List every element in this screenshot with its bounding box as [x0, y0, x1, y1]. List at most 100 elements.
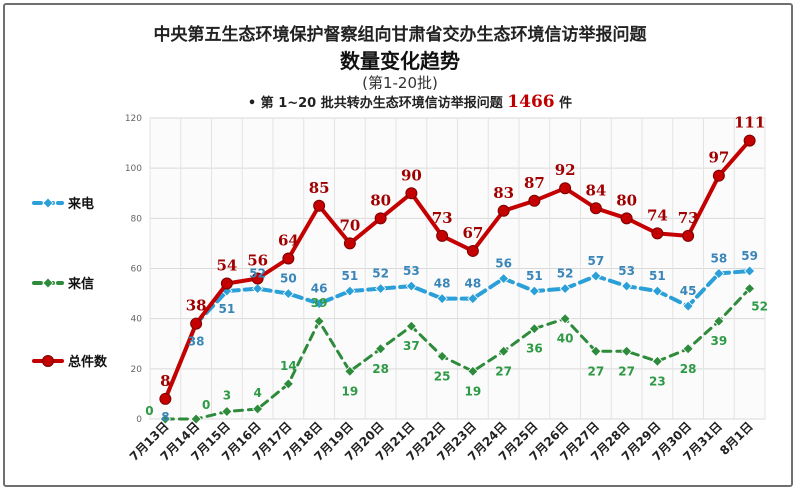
laixin-data-label: 28 — [680, 362, 697, 376]
laixin-point — [621, 345, 633, 357]
total-data-label: 67 — [462, 224, 483, 242]
total-data-label: 80 — [616, 191, 637, 209]
laidian-point — [405, 280, 417, 292]
laidian-data-label: 57 — [588, 254, 605, 268]
laidian-legend-label: 来电 — [67, 196, 94, 212]
summary-prefix: • 第 1~20 批共转办生态环境信访举报问题 — [247, 96, 503, 111]
laixin-point — [713, 315, 725, 327]
laixin-point — [313, 315, 325, 327]
laidian-data-label: 38 — [188, 335, 205, 349]
laixin-data-label: 39 — [311, 296, 328, 310]
total-point — [589, 202, 602, 215]
laixin-data-label: 0 — [202, 398, 210, 412]
laixin-data-label: 19 — [465, 384, 482, 398]
total-legend-label: 总件数 — [68, 354, 108, 370]
laixin-point — [744, 283, 756, 295]
laixin-legend-marker — [42, 277, 54, 289]
laixin-point — [190, 413, 202, 425]
laidian-data-label: 51 — [342, 269, 359, 283]
chart-title-line1: 中央第五生态环境保护督察组向甘肃省交办生态环境信访举报问题 — [153, 25, 647, 45]
laixin-data-label: 36 — [526, 342, 543, 356]
laidian-point — [713, 267, 725, 280]
total-point — [374, 212, 387, 225]
total-data-label: 97 — [708, 149, 729, 167]
laidian-legend-marker — [42, 197, 54, 209]
laidian-point — [559, 283, 571, 295]
laidian-point — [682, 300, 694, 312]
laixin-point — [375, 343, 387, 355]
laixin-data-label: 27 — [588, 364, 605, 378]
laidian-data-label: 53 — [403, 264, 420, 278]
laidian-data-label: 58 — [711, 252, 728, 266]
y-tick-label: 20 — [131, 365, 143, 375]
laixin-data-label: 52 — [751, 300, 768, 314]
chart-subtitle: (第1-20批) — [362, 74, 438, 92]
y-tick-label: 60 — [131, 265, 143, 275]
laidian-point — [252, 283, 264, 295]
total-data-label: 74 — [647, 206, 668, 224]
laidian-point — [282, 288, 294, 300]
laidian-point — [621, 280, 633, 292]
summary-unit: 件 — [559, 96, 573, 111]
total-point — [405, 187, 418, 200]
laidian-point — [498, 272, 510, 285]
laixin-data-label: 4 — [253, 386, 261, 400]
total-point — [190, 317, 203, 330]
total-point — [436, 229, 449, 242]
x-tick-label: 8月1日 — [717, 419, 756, 458]
laixin-point — [282, 378, 294, 390]
y-tick-label: 100 — [125, 164, 142, 174]
laidian-point — [651, 285, 663, 297]
y-tick-label: 40 — [131, 315, 143, 325]
laixin-data-label: 27 — [618, 364, 635, 378]
laixin-point — [344, 365, 356, 377]
laidian-data-label: 46 — [311, 282, 328, 296]
total-data-label: 80 — [370, 191, 391, 209]
total-point — [466, 244, 479, 257]
total-legend-marker — [42, 355, 54, 367]
laidian-data-label: 52 — [372, 267, 389, 281]
laixin-legend-label: 来信 — [67, 276, 94, 292]
laixin-data-label: 39 — [711, 334, 728, 348]
total-data-label: 73 — [678, 209, 699, 227]
laidian-point — [344, 285, 356, 297]
laixin-point — [252, 403, 264, 415]
total-point — [343, 237, 356, 250]
laidian-data-label: 51 — [526, 269, 543, 283]
chart-title-line2: 数量变化趋势 — [340, 49, 460, 73]
total-point — [743, 134, 756, 147]
total-point — [651, 227, 664, 240]
total-data-label: 83 — [493, 184, 514, 202]
laidian-data-label: 8 — [161, 410, 169, 424]
total-point — [282, 252, 295, 265]
y-tick-label: 80 — [131, 214, 143, 224]
total-data-label: 56 — [247, 252, 268, 270]
laixin-data-label: 0 — [145, 404, 153, 418]
total-point — [251, 272, 264, 285]
total-data-label: 92 — [555, 161, 576, 179]
laidian-data-label: 48 — [465, 277, 482, 291]
laidian-data-label: 45 — [680, 284, 697, 298]
laixin-data-label: 40 — [557, 332, 574, 346]
total-point — [712, 169, 725, 182]
laixin-point — [159, 413, 171, 425]
laixin-point — [590, 345, 602, 357]
laixin-point — [436, 350, 448, 362]
total-point — [159, 392, 172, 405]
laidian-line — [163, 269, 752, 401]
total-data-label: 87 — [524, 174, 545, 192]
laixin-data-label: 37 — [403, 339, 420, 353]
total-point — [559, 182, 572, 195]
laixin-data-label: 3 — [223, 388, 231, 402]
laidian-data-label: 50 — [280, 272, 297, 286]
laixin-point — [498, 345, 510, 357]
total-data-label: 70 — [339, 216, 360, 234]
laidian-data-label: 52 — [557, 267, 574, 281]
laidian-data-label: 48 — [434, 277, 451, 291]
laidian-point — [590, 270, 602, 282]
total-point — [528, 194, 541, 207]
laixin-data-label: 25 — [434, 369, 451, 383]
total-data-label: 73 — [432, 209, 453, 227]
laixin-data-label: 14 — [280, 359, 297, 373]
